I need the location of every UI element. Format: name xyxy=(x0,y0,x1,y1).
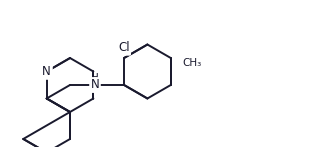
Text: CH₃: CH₃ xyxy=(183,58,202,68)
Text: Cl: Cl xyxy=(118,41,130,55)
Text: N: N xyxy=(42,65,51,78)
Text: H: H xyxy=(91,73,99,83)
Text: N: N xyxy=(91,78,99,91)
